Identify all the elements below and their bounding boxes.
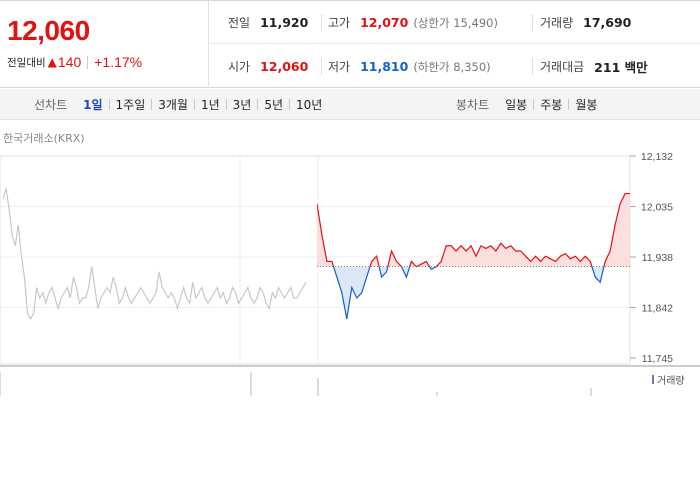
divider [568, 99, 570, 110]
divider [321, 14, 322, 31]
open-value: 12,060 [260, 59, 309, 74]
divider [87, 55, 89, 69]
volume-legend: 거래량 [652, 372, 685, 387]
down-area [333, 266, 604, 319]
y-tick-label: 12,035 [641, 202, 673, 214]
prev-close: 전일 11,920 [228, 1, 308, 44]
up-area [317, 193, 630, 267]
upper-limit: (상한가 15,490) [413, 15, 498, 30]
divider [108, 99, 110, 110]
tab-1w[interactable]: 1주일 [115, 98, 146, 112]
previous-day-series [2, 188, 307, 321]
y-tick-label: 12,132 [641, 151, 673, 163]
change-value: 140 [57, 54, 82, 70]
divider [532, 58, 533, 75]
previous-day-line [2, 188, 307, 321]
trade-amount-label: 거래대금 [540, 60, 585, 74]
high: 고가 12,070 (상한가 15,490) [328, 1, 498, 44]
trade-amount-value: 211 백만 [594, 60, 648, 75]
candle-chart-title: 봉차트 [456, 98, 490, 112]
trade-amount: 거래대금 211 백만 [540, 45, 648, 88]
low-label: 저가 [328, 60, 351, 74]
chart-tab-bar: 선차트 1일 1주일 3개월 1년 3년 5년 10년 봉차트 일봉 주봉 월봉 [0, 89, 700, 120]
stock-summary: 12,060 전일대비 ▲ 140 +1.17% 전일 11,920 고가 12… [0, 0, 700, 88]
tab-10y[interactable]: 10년 [296, 98, 323, 112]
volume-legend-label: 거래량 [657, 376, 685, 387]
divider [533, 99, 535, 110]
low: 저가 11,810 (하한가 8,350) [328, 45, 491, 88]
up-triangle-icon: ▲ [47, 55, 57, 69]
y-tick-label: 11,745 [642, 353, 673, 365]
y-axis: 12,132 12,035 11,938 11,842 11,745 [630, 151, 673, 365]
divider [532, 14, 533, 31]
current-price: 12,060 [7, 15, 90, 46]
tab-5y[interactable]: 5년 [264, 98, 284, 112]
down-line [332, 266, 605, 319]
line-chart-tabs: 선차트 1일 1주일 3개월 1년 3년 5년 10년 [34, 89, 328, 120]
volume: 거래량 17,690 [540, 1, 631, 44]
high-value: 12,070 [360, 15, 409, 30]
prev-close-label: 전일 [228, 16, 251, 30]
change-rate: +1.17% [94, 54, 143, 70]
tab-3y[interactable]: 3년 [232, 98, 252, 112]
tab-3m[interactable]: 3개월 [158, 98, 188, 112]
y-tick-label: 11,842 [642, 303, 673, 315]
tab-daily[interactable]: 일봉 [505, 98, 528, 112]
exchange-label: 한국거래소(KRX) [3, 132, 85, 145]
line-chart-title: 선차트 [34, 98, 68, 112]
divider [289, 99, 291, 110]
volume-ticks [0, 372, 592, 396]
divider [321, 58, 322, 75]
change-row: 전일대비 ▲ 140 +1.17% [7, 54, 142, 70]
divider [193, 99, 195, 110]
price-box: 12,060 전일대비 ▲ 140 +1.17% [0, 1, 209, 88]
volume-legend-swatch [652, 375, 654, 384]
tab-1y[interactable]: 1년 [200, 98, 220, 112]
volume-value: 17,690 [583, 15, 632, 30]
open-label: 시가 [228, 60, 251, 74]
stat-row: 전일 11,920 고가 12,070 (상한가 15,490) 거래량 17,… [210, 1, 700, 44]
stat-row: 시가 12,060 저가 11,810 (하한가 8,350) 거래대금 211… [210, 45, 700, 88]
lower-limit: (하한가 8,350) [413, 59, 491, 74]
y-tick-label: 11,938 [642, 252, 673, 264]
price-chart[interactable]: 12,132 12,035 11,938 11,842 11,745 [0, 120, 700, 400]
tab-weekly[interactable]: 주봉 [540, 98, 563, 112]
volume-label: 거래량 [540, 16, 574, 30]
stat-grid: 전일 11,920 고가 12,070 (상한가 15,490) 거래량 17,… [210, 1, 700, 88]
divider [257, 99, 259, 110]
open: 시가 12,060 [228, 45, 308, 88]
change-label: 전일대비 [7, 56, 46, 69]
high-label: 고가 [328, 16, 351, 30]
today-series [317, 192, 630, 319]
divider [225, 99, 227, 110]
tab-monthly[interactable]: 월봉 [575, 98, 598, 112]
low-value: 11,810 [360, 59, 409, 74]
divider [151, 99, 153, 110]
prev-close-value: 11,920 [260, 15, 309, 30]
up-line [317, 192, 630, 267]
tab-1d[interactable]: 1일 [83, 98, 103, 112]
candle-chart-tabs: 봉차트 일봉 주봉 월봉 [456, 89, 603, 120]
